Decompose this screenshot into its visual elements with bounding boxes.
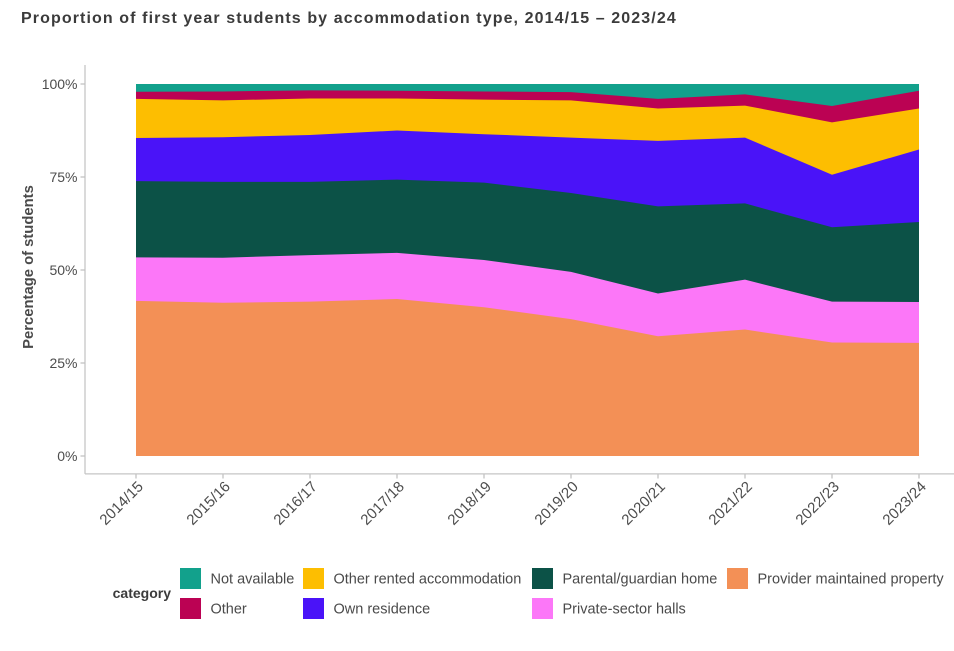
svg-text:Not available: Not available: [211, 572, 295, 588]
svg-text:Provider maintained property: Provider maintained property: [758, 572, 945, 588]
svg-text:Parental/guardian home: Parental/guardian home: [563, 572, 718, 588]
svg-text:Percentage of students: Percentage of students: [21, 185, 37, 349]
svg-text:Own residence: Own residence: [334, 602, 431, 618]
svg-text:Other: Other: [211, 602, 247, 618]
svg-text:category: category: [113, 585, 172, 601]
svg-text:100%: 100%: [42, 76, 78, 92]
svg-text:50%: 50%: [49, 262, 77, 278]
svg-text:Proportion of first year stude: Proportion of first year students by acc…: [21, 10, 677, 27]
svg-text:25%: 25%: [49, 355, 77, 371]
svg-text:Other rented accommodation: Other rented accommodation: [334, 572, 522, 588]
svg-text:75%: 75%: [49, 169, 77, 185]
svg-text:Private-sector halls: Private-sector halls: [563, 602, 686, 618]
svg-text:0%: 0%: [57, 448, 77, 464]
